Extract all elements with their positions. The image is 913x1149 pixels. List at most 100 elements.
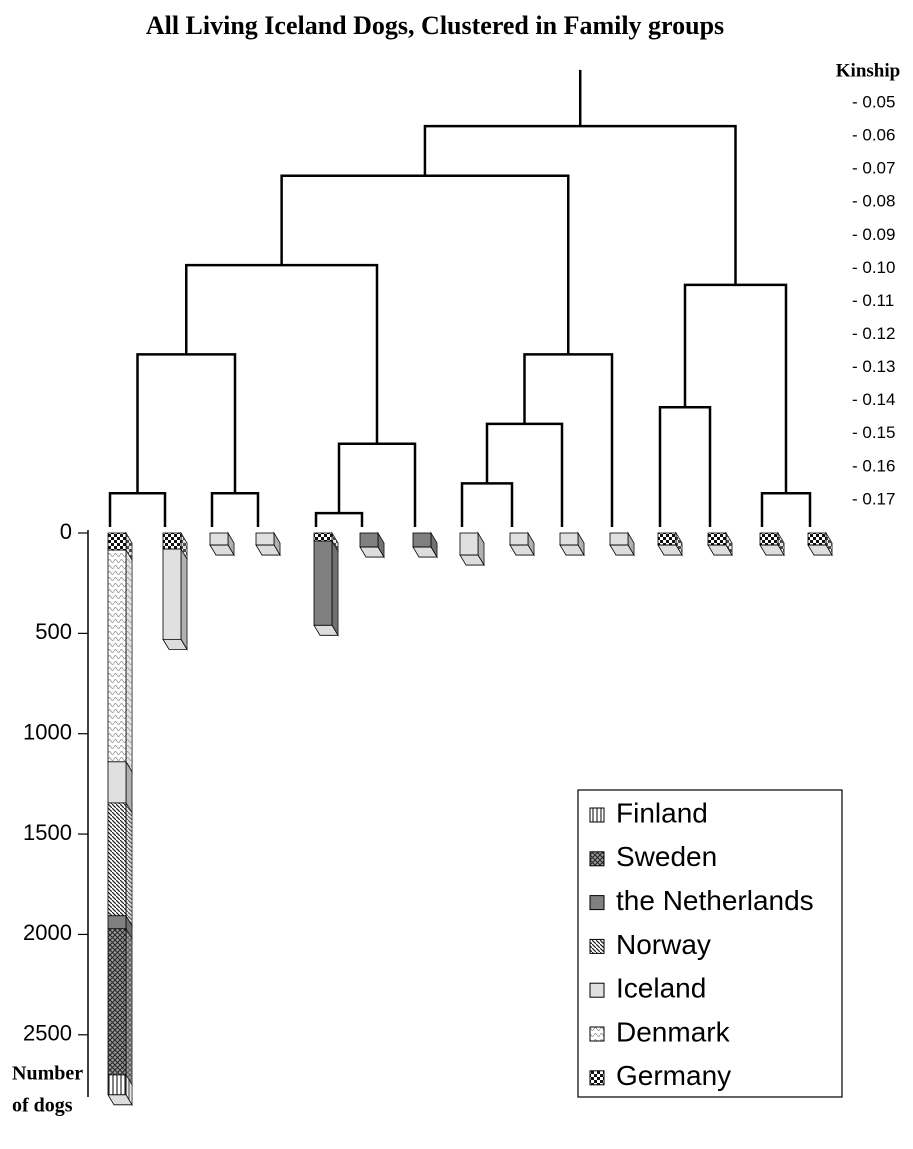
bar-side-shade bbox=[126, 550, 132, 772]
bar-side-shade bbox=[726, 533, 732, 556]
legend-swatch bbox=[589, 851, 605, 867]
legend-label: Norway bbox=[616, 929, 711, 960]
chart-title: All Living Iceland Dogs, Clustered in Fa… bbox=[146, 11, 724, 40]
bar-segment bbox=[412, 531, 438, 559]
legend-box bbox=[577, 789, 843, 1098]
bar-side-shade bbox=[778, 533, 784, 556]
dendrogram-link bbox=[337, 442, 417, 527]
y-axis-title: Number bbox=[12, 1063, 83, 1085]
dendrogram-link bbox=[760, 492, 812, 527]
legend-label: Denmark bbox=[616, 1016, 731, 1047]
dendrogram-link bbox=[108, 492, 167, 527]
bar-side-shade bbox=[578, 533, 584, 556]
kinship-tick-label: - 0.09 bbox=[852, 225, 895, 244]
bar-segment bbox=[107, 927, 133, 1087]
legend-swatch bbox=[589, 982, 605, 998]
bar-front bbox=[107, 1074, 127, 1096]
bar-front bbox=[107, 928, 127, 1076]
y-tick-label: 1500 bbox=[23, 820, 72, 845]
kinship-tick-label: - 0.05 bbox=[852, 92, 895, 111]
kinship-tick-label: - 0.17 bbox=[852, 489, 895, 508]
kinship-tick-label: - 0.13 bbox=[852, 357, 895, 376]
legend-label: Sweden bbox=[616, 841, 717, 872]
bar-front bbox=[807, 532, 827, 546]
bar-segment bbox=[559, 531, 585, 557]
legend-swatch bbox=[589, 1070, 605, 1086]
bar-bottom bbox=[657, 544, 683, 556]
y-tick-label: 0 bbox=[60, 519, 72, 544]
bar-bottom bbox=[313, 624, 339, 636]
bar-bottom bbox=[609, 544, 635, 556]
bar-bottom bbox=[759, 544, 785, 556]
bar-segment bbox=[107, 548, 133, 774]
bar-bottom bbox=[255, 544, 281, 556]
bar-side-shade bbox=[126, 761, 132, 813]
bar-segment bbox=[107, 801, 133, 928]
bar-segment bbox=[107, 760, 133, 815]
bar-side-shade bbox=[126, 915, 132, 939]
bar-front bbox=[412, 532, 432, 548]
bar-front bbox=[107, 915, 127, 930]
bar-bottom bbox=[359, 546, 385, 558]
bar-front bbox=[509, 532, 529, 546]
bar-side-shade bbox=[676, 533, 682, 556]
bar-side-shade bbox=[378, 533, 384, 558]
bar-bottom bbox=[162, 638, 188, 650]
dendrogram-link bbox=[423, 124, 737, 285]
bar-front bbox=[459, 532, 479, 556]
bar-front bbox=[759, 532, 779, 546]
bar-bottom bbox=[459, 554, 485, 566]
bar-front bbox=[209, 532, 229, 546]
legend-label: Finland bbox=[616, 797, 708, 828]
bar-segment bbox=[255, 531, 281, 557]
bar-side-shade bbox=[181, 549, 187, 650]
bar-front bbox=[657, 532, 677, 546]
bar-front bbox=[107, 549, 127, 763]
legend-label: Germany bbox=[616, 1060, 731, 1091]
dendrogram-link bbox=[485, 422, 564, 527]
bar-segment bbox=[657, 531, 683, 557]
y-tick-label: 2500 bbox=[23, 1021, 72, 1046]
bar-front bbox=[313, 540, 333, 626]
bar-side-shade bbox=[126, 802, 132, 926]
kinship-tick-label: - 0.14 bbox=[852, 390, 895, 409]
bar-segment bbox=[107, 1073, 133, 1107]
y-tick-label: 2000 bbox=[23, 920, 72, 945]
bar-side-shade bbox=[181, 533, 187, 560]
kinship-tick-label: - 0.11 bbox=[852, 291, 894, 310]
kinship-tick-label: - 0.06 bbox=[852, 126, 895, 145]
dendrogram-link bbox=[658, 406, 712, 527]
bar-segment bbox=[162, 547, 188, 651]
kinship-tick-label: - 0.12 bbox=[852, 324, 895, 343]
bar-side-shade bbox=[628, 533, 634, 556]
bar-bottom bbox=[807, 544, 833, 556]
bar-front bbox=[107, 532, 127, 551]
bar-front bbox=[609, 532, 629, 546]
bar-segment bbox=[509, 531, 535, 557]
dendrogram-link bbox=[314, 511, 364, 527]
bar-bottom bbox=[412, 546, 438, 558]
legend-swatch bbox=[589, 938, 605, 954]
bar-front bbox=[162, 548, 182, 640]
bar-side-shade bbox=[228, 533, 234, 556]
bar-front bbox=[107, 802, 127, 917]
legend-label: Iceland bbox=[616, 973, 706, 1004]
bar-bottom bbox=[707, 544, 733, 556]
dendrogram-link bbox=[136, 353, 237, 494]
kinship-axis-title: Kinship bbox=[836, 60, 900, 81]
legend-swatch bbox=[589, 807, 605, 823]
bar-bottom bbox=[559, 544, 585, 556]
bar-front bbox=[559, 532, 579, 546]
bar-side-shade bbox=[332, 533, 338, 552]
kinship-tick-label: - 0.10 bbox=[852, 258, 895, 277]
dendrogram-link bbox=[460, 482, 514, 527]
bar-side-shade bbox=[274, 533, 280, 556]
y-tick-label: 500 bbox=[35, 619, 72, 644]
bar-front bbox=[313, 532, 333, 542]
y-tick-label: 1000 bbox=[23, 720, 72, 745]
bar-side-shade bbox=[126, 928, 132, 1085]
bar-segment bbox=[313, 539, 339, 637]
kinship-tick-label: - 0.15 bbox=[852, 423, 895, 442]
